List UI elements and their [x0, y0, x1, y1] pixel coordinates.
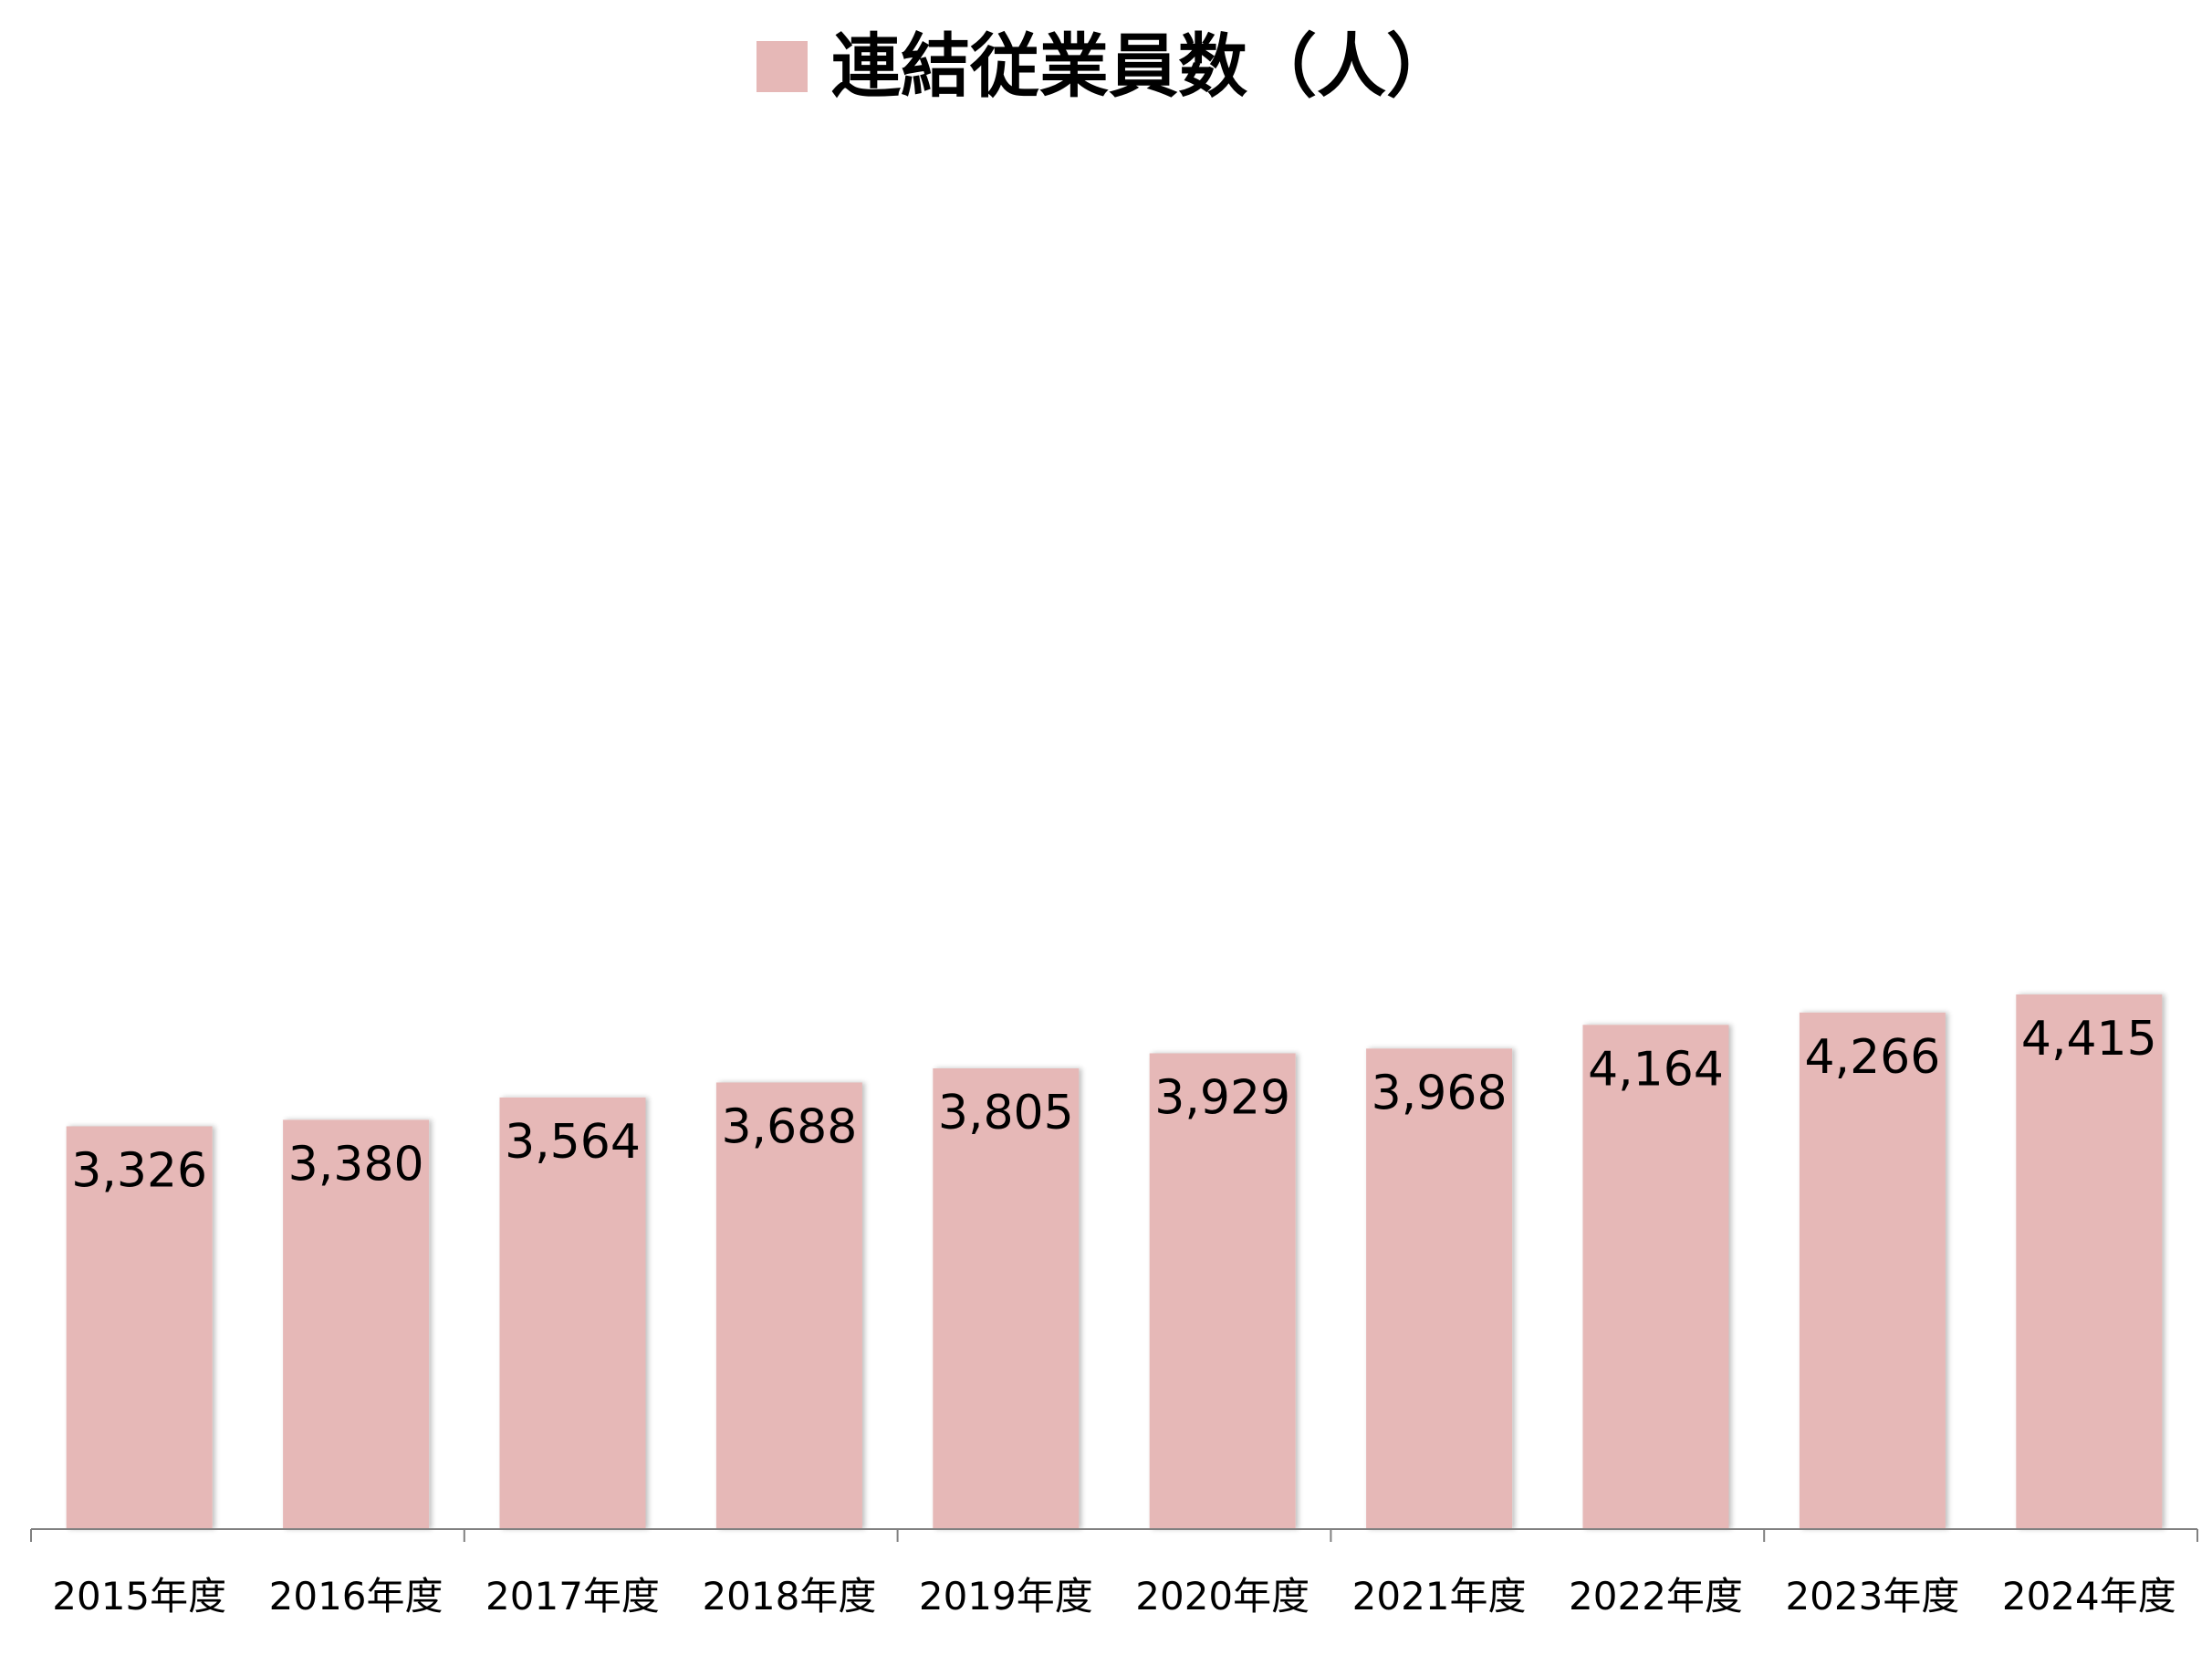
bar-2015年度 [66, 1126, 213, 1529]
bar-2022年度 [1582, 1025, 1729, 1529]
category-label: 2020年度 [1135, 1574, 1309, 1619]
category-label: 2024年度 [2002, 1574, 2176, 1619]
bar-2016年度 [283, 1119, 430, 1529]
bar-2017年度 [499, 1097, 646, 1529]
category-label: 2022年度 [1569, 1574, 1743, 1619]
value-label: 3,929 [1154, 1071, 1290, 1126]
legend-label: 連結従業員数（人） [831, 26, 1456, 107]
value-label: 3,326 [71, 1144, 207, 1199]
bar-2019年度 [933, 1068, 1080, 1529]
category-label: 2017年度 [485, 1574, 660, 1619]
category-label: 2021年度 [1352, 1574, 1527, 1619]
category-labels-group: 2015年度 2016年度 2017年度 2018年度 2019年度 2020年度 2021… [52, 1574, 2175, 1619]
value-label: 4,164 [1588, 1042, 1724, 1097]
category-label: 2015年度 [52, 1574, 226, 1619]
value-label: 4,266 [1804, 1030, 1940, 1085]
category-label: 2019年度 [919, 1574, 1093, 1619]
bar-2018年度 [715, 1082, 862, 1529]
x-axis [30, 1528, 2198, 1542]
bar-2024年度 [2016, 994, 2163, 1529]
bar-2020年度 [1149, 1053, 1296, 1529]
value-label: 3,688 [721, 1100, 857, 1155]
value-label: 4,415 [2021, 1012, 2157, 1067]
category-label: 2018年度 [702, 1574, 876, 1619]
legend: 連結従業員数（人） [0, 16, 2212, 117]
value-labels-group: 3,326 3,380 3,564 3,688 3,805 3,929 3,968 4,164… [71, 1012, 2156, 1199]
legend-swatch [756, 41, 808, 92]
value-label: 3,805 [938, 1086, 1074, 1140]
category-label: 2016年度 [269, 1574, 443, 1619]
value-label: 3,968 [1372, 1066, 1508, 1120]
bar-2023年度 [1799, 1012, 1946, 1529]
bar-2021年度 [1366, 1048, 1513, 1529]
bars-group [66, 994, 2163, 1529]
category-label: 2023年度 [1785, 1574, 1959, 1619]
value-label: 3,380 [288, 1137, 424, 1192]
value-label: 3,564 [505, 1115, 641, 1170]
